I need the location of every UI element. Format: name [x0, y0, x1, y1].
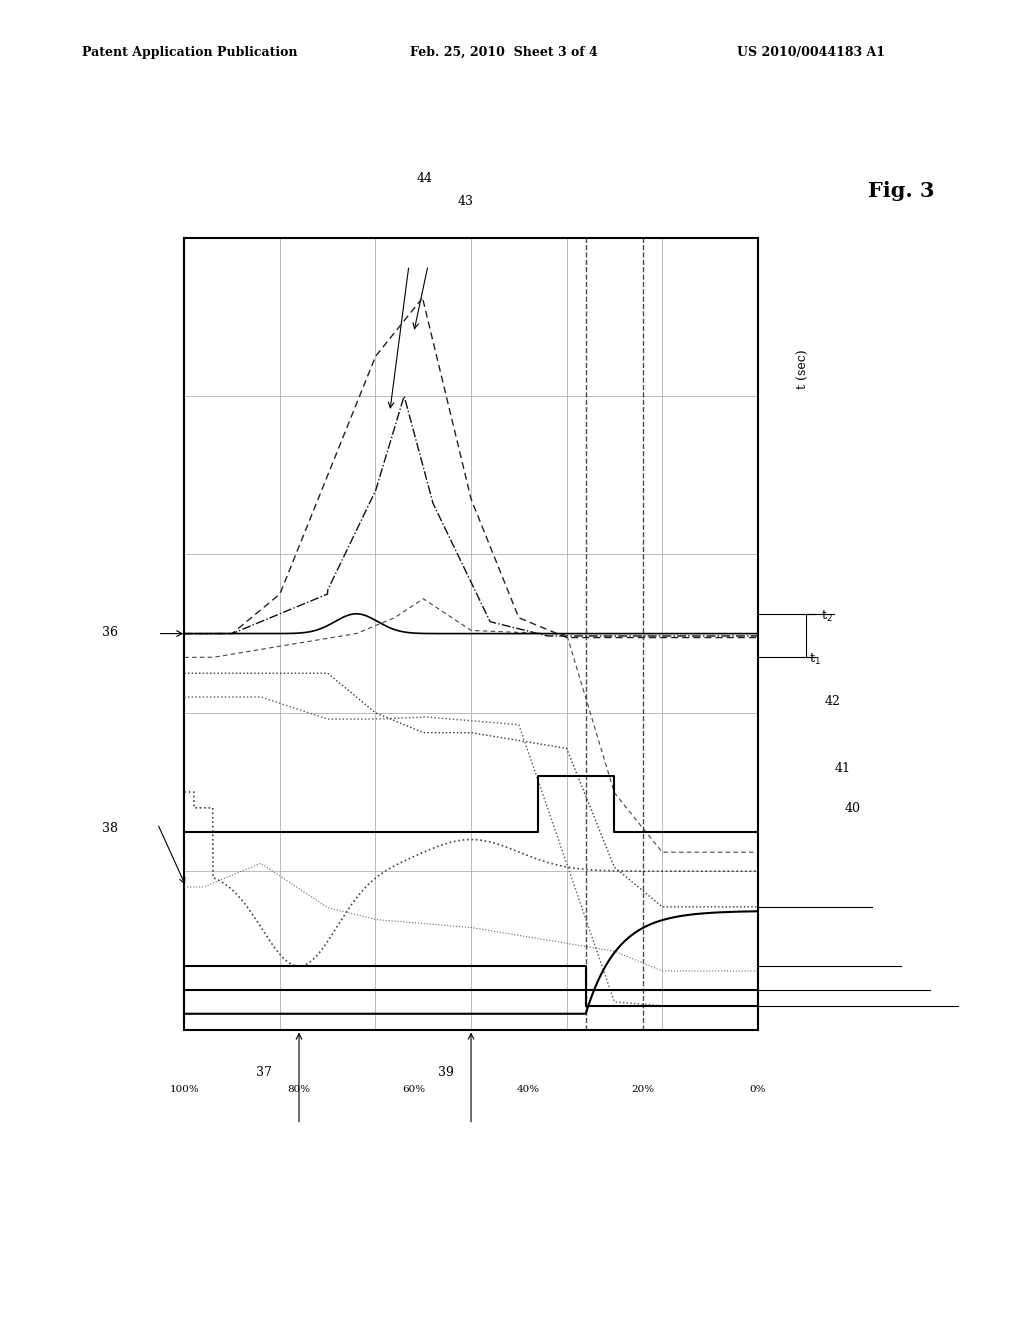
Text: 39: 39	[437, 1065, 454, 1078]
Text: Feb. 25, 2010  Sheet 3 of 4: Feb. 25, 2010 Sheet 3 of 4	[410, 46, 597, 59]
Text: 37: 37	[256, 1065, 272, 1078]
Text: Fig. 3: Fig. 3	[868, 181, 934, 202]
Text: 20%: 20%	[632, 1085, 654, 1094]
Text: 60%: 60%	[402, 1085, 425, 1094]
Text: 100%: 100%	[169, 1085, 200, 1094]
Text: 0%: 0%	[750, 1085, 766, 1094]
Text: 42: 42	[824, 694, 841, 708]
Text: 43: 43	[458, 194, 474, 207]
Text: 41: 41	[835, 762, 851, 775]
Text: t$_2$: t$_2$	[821, 610, 833, 624]
Text: Patent Application Publication: Patent Application Publication	[82, 46, 297, 59]
Text: 40: 40	[845, 801, 861, 814]
Text: US 2010/0044183 A1: US 2010/0044183 A1	[737, 46, 886, 59]
Text: 38: 38	[101, 821, 118, 834]
Text: 44: 44	[417, 172, 433, 185]
Text: t$_1$: t$_1$	[809, 652, 821, 667]
Text: 36: 36	[101, 626, 118, 639]
Text: 40%: 40%	[517, 1085, 540, 1094]
Text: t (sec): t (sec)	[798, 350, 810, 389]
Text: 80%: 80%	[288, 1085, 310, 1094]
